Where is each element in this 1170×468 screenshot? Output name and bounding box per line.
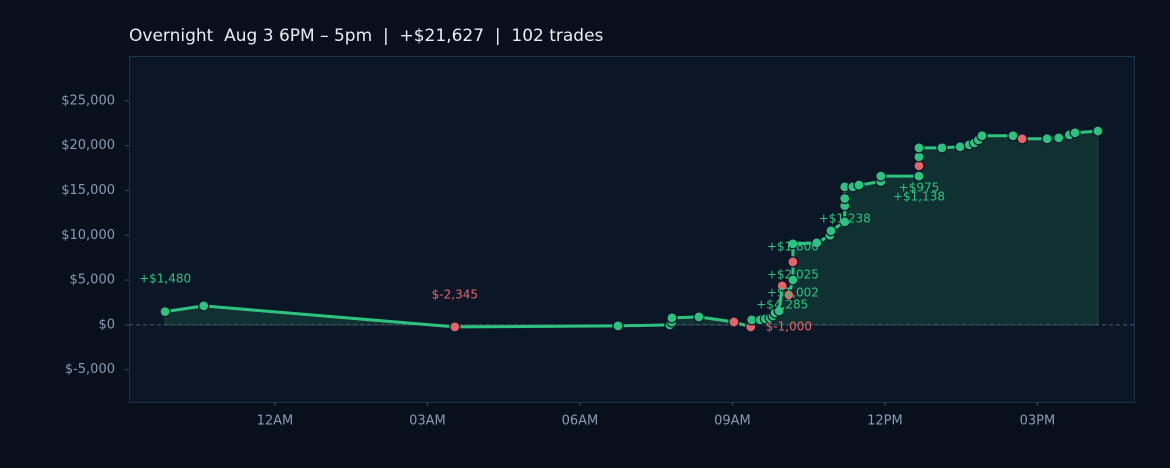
annotation: +$2,025 (767, 267, 819, 281)
trade-point (913, 142, 925, 154)
y-tick-label: $10,000 (61, 228, 115, 243)
trade-point (198, 300, 210, 312)
annotation: +$4,285 (756, 297, 808, 311)
annotation: +$1,800 (767, 239, 819, 253)
trade-point (853, 179, 865, 191)
trade-point (875, 170, 887, 182)
y-tick-label: $25,000 (61, 93, 115, 108)
trade-point (839, 216, 851, 228)
trade-point (976, 130, 988, 142)
trade-point (1053, 132, 1065, 144)
x-tick-label: 09AM (714, 414, 751, 429)
annotation: +$1,238 (819, 211, 871, 225)
trade-point (825, 225, 837, 237)
x-tick-label: 12PM (867, 414, 903, 429)
x-tick-label: 12AM (257, 414, 294, 429)
y-tick-label: $15,000 (61, 183, 115, 198)
chart-title: Overnight Aug 3 6PM – 5pm | +$21,627 | 1… (129, 26, 604, 46)
annotation: $-1,000 (766, 319, 812, 333)
annotation: $-2,345 (432, 287, 478, 301)
trade-point (783, 289, 795, 301)
x-tick-label: 03AM (409, 414, 446, 429)
trade-point (839, 192, 851, 205)
trade-point (811, 237, 823, 249)
y-tick-label: $20,000 (61, 138, 115, 153)
trade-point (449, 321, 461, 333)
x-tick-label: 03PM (1020, 414, 1056, 429)
trade-point (612, 320, 624, 332)
trade-point (1007, 130, 1019, 142)
trade-point (787, 274, 799, 286)
trade-point (787, 238, 799, 250)
trade-point (693, 311, 705, 323)
trade-point (728, 316, 740, 328)
annotation: +$1,480 (139, 271, 191, 285)
trade-point (159, 306, 171, 318)
trade-point (787, 256, 799, 268)
y-tick-label: $0 (98, 317, 115, 332)
trade-point (954, 141, 966, 153)
trade-point (666, 312, 678, 324)
y-tick-label: $5,000 (70, 273, 116, 288)
trade-point (936, 142, 948, 154)
trade-point (1041, 133, 1053, 145)
trade-point (773, 305, 785, 317)
trade-point (1016, 133, 1028, 145)
y-tick-label: $-5,000 (65, 362, 115, 377)
annotation: +$1,002 (767, 285, 819, 299)
annotation: +$975 (899, 180, 940, 194)
trade-point (1092, 125, 1104, 137)
x-tick-label: 06AM (562, 414, 599, 429)
annotation: +$1,138 (893, 189, 945, 203)
trade-point (776, 280, 788, 292)
trade-point (1069, 127, 1081, 139)
